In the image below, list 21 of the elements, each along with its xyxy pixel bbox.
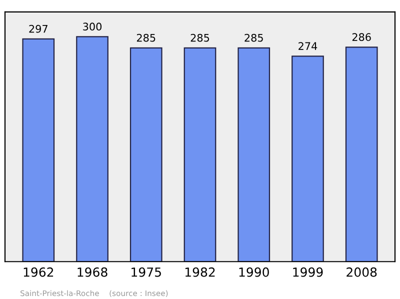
bar <box>184 47 216 262</box>
x-tick-label: 1982 <box>185 267 215 277</box>
bar <box>76 36 108 262</box>
x-tick-label: 1975 <box>132 267 161 277</box>
data-label: 300 <box>83 22 102 31</box>
x-tick-label: 1962 <box>24 267 54 277</box>
bar <box>345 46 378 262</box>
data-label: 286 <box>352 33 371 42</box>
data-label: 285 <box>136 34 156 42</box>
data-label: 285 <box>190 34 210 42</box>
x-tick-label: 1990 <box>239 267 269 277</box>
x-tick-label: 1968 <box>78 267 108 277</box>
data-label: 274 <box>298 42 318 50</box>
bar <box>130 47 162 262</box>
data-label: 285 <box>244 34 263 42</box>
data-label: 297 <box>29 24 48 33</box>
bar <box>22 38 55 262</box>
x-tick-label: 1999 <box>293 267 323 277</box>
bar <box>292 56 324 262</box>
x-tick-label: 2008 <box>346 267 377 277</box>
bar <box>238 47 270 262</box>
